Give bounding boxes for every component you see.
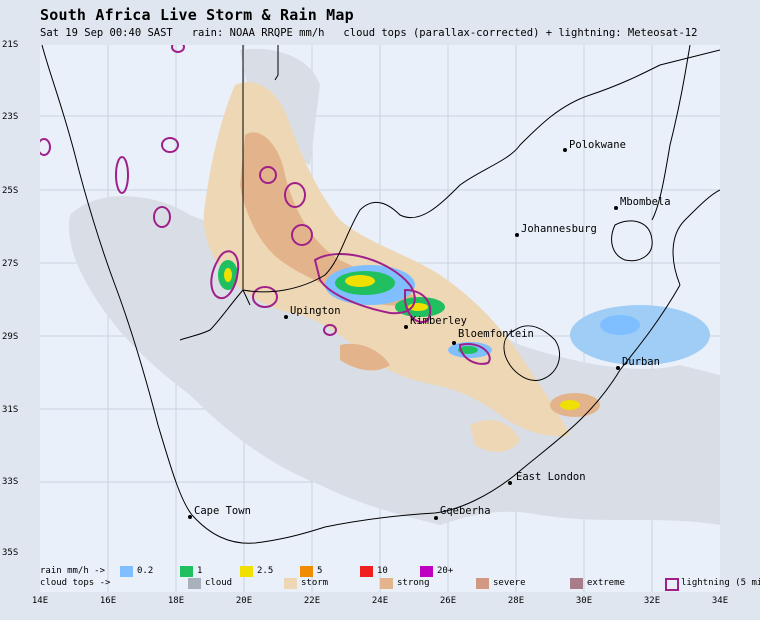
legend-label-storm: storm — [301, 578, 329, 588]
city-labels: Polokwane Mbombela Johannesburg Upington… — [194, 139, 671, 517]
legend-label-severe: severe — [493, 578, 526, 588]
y-tick-27s: 27S — [2, 259, 19, 269]
city-dot-bloemfontein — [452, 341, 456, 345]
legend-label-rain-10: 10 — [377, 566, 388, 576]
city-dot-johannesburg — [515, 233, 519, 237]
rain-cells — [218, 260, 710, 417]
legend-swatch-rain-0.2 — [120, 566, 133, 577]
legend-swatch-strong — [380, 578, 393, 589]
x-tick-22e: 22E — [303, 596, 321, 606]
legend-swatch-extreme — [570, 578, 583, 589]
legend-label-strong: strong — [397, 578, 430, 588]
y-tick-35s: 35S — [2, 548, 19, 558]
legend-cloud-label: cloud tops -> — [40, 578, 111, 588]
x-tick-14e: 14E — [31, 596, 49, 606]
legend-label-lightning: lightning (5 min) — [681, 578, 760, 588]
legend-swatch-storm — [284, 578, 297, 589]
legend-label-rain-20: 20+ — [437, 566, 454, 576]
city-dot-east-london — [508, 481, 512, 485]
city-label-johannesburg: Johannesburg — [521, 223, 597, 235]
legend-swatch-rain-1 — [180, 566, 193, 577]
legend-swatch-rain-5 — [300, 566, 313, 577]
legend-label-rain-5: 5 — [317, 566, 323, 576]
city-label-upington: Upington — [290, 305, 341, 317]
x-tick-26e: 26E — [439, 596, 457, 606]
city-label-durban: Durban — [622, 356, 660, 368]
coastline-and-borders — [41, 45, 720, 544]
y-tick-29s: 29S — [2, 332, 19, 342]
y-tick-25s: 25S — [2, 186, 19, 196]
legend-label-extreme: extreme — [587, 578, 625, 588]
cities — [188, 148, 620, 520]
city-dot-durban — [616, 366, 620, 370]
map-subtitle: Sat 19 Sep 00:40 SAST rain: NOAA RRQPE m… — [40, 27, 698, 39]
y-tick-33s: 33S — [2, 477, 19, 487]
city-label-gqeberha: Gqeberha — [440, 505, 491, 517]
city-label-mbombela: Mbombela — [620, 196, 671, 208]
x-tick-20e: 20E — [235, 596, 253, 606]
city-dot-mbombela — [614, 206, 618, 210]
legend-label-rain-2.5: 2.5 — [257, 566, 274, 576]
y-tick-21s: 21S — [2, 40, 19, 50]
x-tick-24e: 24E — [371, 596, 389, 606]
legend-label-cloud: cloud — [205, 578, 233, 588]
city-label-cape-town: Cape Town — [194, 505, 251, 517]
lightning-areas — [40, 45, 491, 365]
city-label-polokwane: Polokwane — [569, 139, 626, 151]
legend-swatch-rain-10 — [360, 566, 373, 577]
city-dot-gqeberha — [434, 516, 438, 520]
y-tick-31s: 31S — [2, 405, 19, 415]
legend-swatch-rain-20 — [420, 566, 433, 577]
x-tick-16e: 16E — [99, 596, 117, 606]
y-tick-23s: 23S — [2, 112, 19, 122]
legend-swatch-severe — [476, 578, 489, 589]
city-label-kimberley: Kimberley — [410, 315, 467, 327]
city-dot-polokwane — [563, 148, 567, 152]
x-tick-34e: 34E — [711, 596, 729, 606]
city-dot-upington — [284, 315, 288, 319]
storm-map[interactable]: Polokwane Mbombela Johannesburg Upington… — [40, 45, 720, 592]
x-tick-28e: 28E — [507, 596, 525, 606]
legend-swatch-cloud — [188, 578, 201, 589]
cloud-tops-strong — [240, 132, 420, 371]
legend-swatch-rain-2.5 — [240, 566, 253, 577]
map-title: South Africa Live Storm & Rain Map — [40, 6, 354, 24]
x-tick-32e: 32E — [643, 596, 661, 606]
legend-label-rain-0.2: 0.2 — [137, 566, 154, 576]
legend-label-rain-1: 1 — [197, 566, 203, 576]
x-tick-30e: 30E — [575, 596, 593, 606]
city-label-bloemfontein: Bloemfontein — [458, 328, 534, 340]
x-tick-18e: 18E — [167, 596, 185, 606]
legend-rain-label: rain mm/h -> — [40, 566, 106, 576]
city-dot-kimberley — [404, 325, 408, 329]
city-dot-cape-town — [188, 515, 192, 519]
legend-swatch-lightning — [665, 578, 679, 591]
city-label-east-london: East London — [516, 471, 586, 483]
